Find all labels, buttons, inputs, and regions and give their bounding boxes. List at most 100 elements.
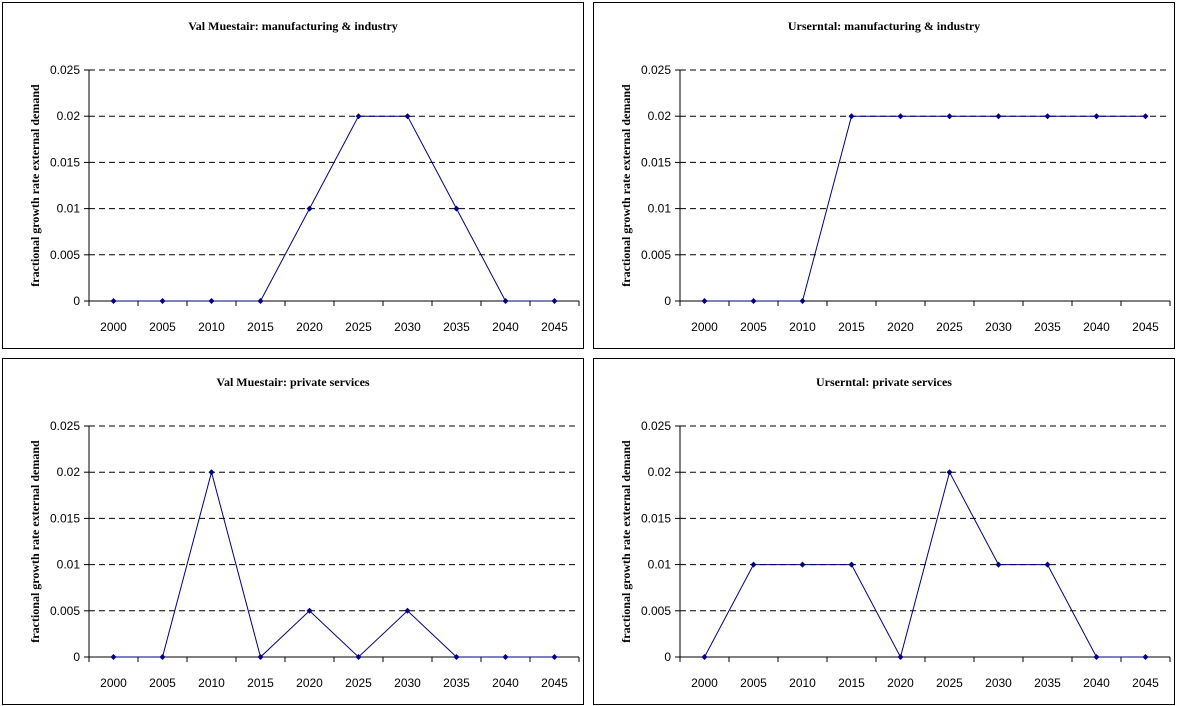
data-point: [404, 607, 411, 614]
x-tick-label: 2045: [1132, 320, 1159, 334]
x-tick-label: 2025: [936, 676, 963, 690]
y-tick-label: 0: [664, 650, 671, 664]
x-tick-label: 2030: [985, 676, 1012, 690]
x-tick-label: 2015: [247, 676, 274, 690]
x-tick-label: 2000: [691, 676, 718, 690]
data-point: [848, 113, 855, 120]
x-tick-label: 2010: [789, 676, 816, 690]
data-point: [159, 298, 166, 304]
data-point: [159, 654, 166, 660]
x-tick-label: 2015: [838, 676, 865, 690]
x-tick-label: 2020: [887, 320, 914, 334]
chart-panel-urserntal-manufacturing: Urserntal: manufacturing & industry fract…: [593, 2, 1175, 349]
data-point: [453, 654, 460, 660]
data-point: [995, 113, 1002, 120]
x-tick-label: 2010: [789, 320, 816, 334]
x-tick-label: 2005: [149, 320, 176, 334]
data-point: [1142, 113, 1149, 120]
data-point: [551, 654, 558, 660]
data-point: [1093, 113, 1100, 120]
x-tick-label: 2035: [443, 320, 470, 334]
y-tick-label: 0: [73, 294, 80, 308]
data-point: [110, 654, 117, 660]
x-tick-label: 2020: [296, 320, 323, 334]
data-point: [1044, 561, 1051, 568]
x-tick-label: 2030: [394, 320, 421, 334]
x-tick-label: 2045: [541, 320, 568, 334]
data-point: [946, 469, 953, 476]
y-tick-label: 0.015: [50, 511, 80, 525]
y-tick-label: 0.025: [641, 419, 671, 433]
data-point: [1044, 113, 1051, 120]
data-point: [701, 298, 708, 304]
y-axis-label: fractional growth rate external demand: [28, 84, 42, 287]
data-point: [1142, 654, 1149, 660]
x-tick-label: 2020: [887, 676, 914, 690]
chart-title: Val Muestair: manufacturing & industry: [188, 19, 398, 33]
y-tick-label: 0.005: [641, 604, 671, 618]
chart-panel-val-muestair-manufacturing: Val Muestair: manufacturing & industry fr…: [2, 2, 584, 349]
chart-panel-val-muestair-services: Val Muestair: private services fractional…: [2, 358, 584, 705]
x-tick-label: 2005: [740, 676, 767, 690]
x-tick-label: 2045: [541, 676, 568, 690]
data-point: [701, 654, 708, 660]
y-tick-label: 0: [73, 650, 80, 664]
series-line: [704, 470, 1146, 659]
y-axis-label: fractional growth rate external demand: [28, 440, 42, 643]
y-tick-label: 0.01: [57, 202, 81, 216]
x-tick-label: 2040: [492, 676, 519, 690]
x-tick-label: 2035: [1034, 676, 1061, 690]
chart-panel-urserntal-services: Urserntal: private services fractional gr…: [593, 358, 1175, 705]
chart-svg: Val Muestair: private services fractional…: [28, 375, 580, 690]
x-tick-label: 2020: [296, 676, 323, 690]
y-tick-label: 0.02: [57, 465, 81, 479]
data-point: [257, 654, 264, 660]
y-tick-label: 0.005: [50, 604, 80, 618]
chart-svg: Urserntal: private services fractional gr…: [619, 375, 1171, 690]
y-tick-label: 0.02: [648, 109, 672, 123]
y-tick-label: 0.025: [50, 63, 80, 77]
series-line: [113, 115, 555, 302]
x-tick-label: 2000: [691, 320, 718, 334]
data-point: [110, 298, 117, 304]
data-point: [355, 113, 362, 120]
data-point: [453, 205, 460, 212]
data-point: [1093, 654, 1100, 660]
y-tick-label: 0.025: [641, 63, 671, 77]
y-tick-label: 0.015: [50, 155, 80, 169]
x-tick-label: 2015: [247, 320, 274, 334]
series-line: [704, 115, 1146, 302]
y-tick-label: 0.01: [57, 558, 81, 572]
data-point: [551, 298, 558, 304]
y-tick-label: 0.02: [648, 465, 672, 479]
chart-title: Urserntal: manufacturing & industry: [788, 19, 980, 33]
chart-title: Val Muestair: private services: [216, 375, 370, 389]
y-tick-label: 0.015: [641, 511, 671, 525]
chart-svg: Val Muestair: manufacturing & industry fr…: [28, 19, 580, 334]
y-axis-label: fractional growth rate external demand: [619, 84, 633, 287]
data-point: [208, 469, 215, 476]
x-tick-label: 2030: [394, 676, 421, 690]
data-point: [502, 654, 509, 660]
x-tick-label: 2035: [443, 676, 470, 690]
y-tick-label: 0.005: [641, 248, 671, 262]
data-point: [306, 607, 313, 614]
chart-title: Urserntal: private services: [816, 375, 952, 389]
x-tick-label: 2005: [149, 676, 176, 690]
data-point: [750, 298, 757, 304]
y-tick-label: 0: [664, 294, 671, 308]
y-tick-label: 0.005: [50, 248, 80, 262]
y-tick-label: 0.025: [50, 419, 80, 433]
x-tick-label: 2025: [345, 676, 372, 690]
x-tick-label: 2000: [100, 320, 127, 334]
data-point: [306, 205, 313, 212]
data-point: [404, 113, 411, 120]
y-tick-label: 0.015: [641, 155, 671, 169]
x-tick-label: 2040: [1083, 320, 1110, 334]
y-tick-label: 0.01: [648, 202, 672, 216]
chart-svg: Urserntal: manufacturing & industry fract…: [619, 19, 1171, 334]
series-line: [113, 470, 555, 658]
x-tick-label: 2035: [1034, 320, 1061, 334]
y-axis-label: fractional growth rate external demand: [619, 440, 633, 643]
x-tick-label: 2040: [492, 320, 519, 334]
